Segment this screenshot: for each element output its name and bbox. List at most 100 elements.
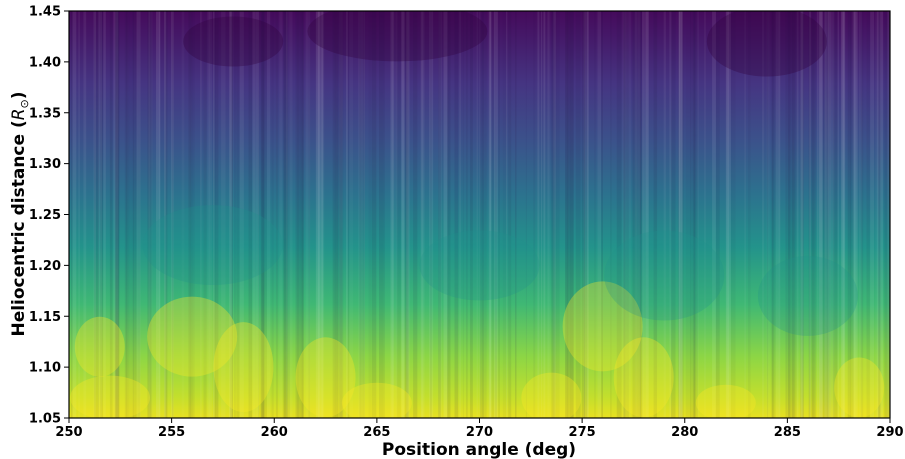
bright-patch: [834, 357, 885, 418]
y-tick-label: 1.30: [29, 157, 61, 172]
streak: [258, 11, 260, 418]
streak: [466, 11, 468, 418]
bright-patch: [562, 281, 643, 372]
streak: [850, 11, 854, 418]
streak: [583, 11, 588, 418]
streak: [448, 11, 451, 418]
streak: [233, 11, 236, 418]
streak: [778, 11, 781, 418]
streak: [213, 11, 216, 418]
streak: [317, 11, 320, 418]
streak: [853, 11, 856, 418]
streak: [232, 11, 234, 418]
streak: [823, 11, 827, 418]
streak: [640, 11, 642, 418]
x-tick-label: 270: [466, 425, 493, 440]
streak: [347, 11, 349, 418]
streak: [429, 11, 434, 418]
streak: [390, 11, 394, 418]
bright-patch: [213, 322, 274, 413]
streak: [236, 11, 240, 418]
streak: [379, 11, 384, 418]
streak: [819, 11, 824, 418]
streak: [623, 11, 626, 418]
streak: [301, 11, 304, 418]
streak: [438, 11, 443, 418]
x-tick-label: 275: [569, 425, 596, 440]
streak: [645, 11, 649, 418]
streak: [498, 11, 500, 418]
streak: [321, 11, 325, 418]
streak: [551, 11, 555, 418]
streak: [402, 11, 404, 418]
bright-patch: [695, 384, 756, 418]
streak: [744, 11, 746, 418]
streak: [505, 11, 508, 418]
streak: [587, 11, 589, 418]
heatmap-texture: [70, 11, 890, 418]
streak: [808, 11, 811, 418]
streak: [597, 11, 602, 418]
streak: [493, 11, 498, 418]
streak: [811, 11, 816, 418]
streak: [406, 11, 410, 418]
streak: [494, 11, 498, 418]
streak: [263, 11, 267, 418]
streak: [137, 11, 141, 418]
streak: [669, 11, 672, 418]
streak: [678, 11, 683, 418]
streak: [697, 11, 699, 418]
bright-patch: [341, 382, 412, 418]
streak: [796, 11, 799, 418]
streak: [459, 11, 461, 418]
streak: [877, 11, 879, 418]
streak: [171, 11, 174, 418]
streak: [164, 11, 168, 418]
dark-patch: [307, 11, 488, 62]
y-tick-label: 1.05: [29, 412, 61, 427]
streak: [188, 11, 192, 418]
streak: [514, 11, 517, 418]
streak: [771, 11, 774, 418]
streak: [727, 11, 731, 418]
x-tick-label: 285: [774, 425, 801, 440]
streak: [693, 11, 696, 418]
streak: [809, 11, 811, 418]
dark-patch: [183, 16, 284, 67]
dark-patch: [706, 11, 827, 77]
streak: [800, 11, 802, 418]
streak: [569, 11, 574, 418]
streak: [98, 11, 103, 418]
streak: [575, 11, 581, 418]
streak: [801, 11, 803, 418]
mid-patch: [757, 255, 858, 336]
streak: [395, 11, 398, 418]
streak: [801, 11, 804, 418]
streak: [790, 11, 796, 418]
streak: [83, 11, 87, 418]
streak: [262, 11, 265, 418]
streak: [229, 11, 232, 418]
y-tick-label: 1.20: [29, 259, 61, 274]
streak: [279, 11, 282, 418]
streak: [271, 11, 274, 418]
streak: [115, 11, 120, 418]
streak: [858, 11, 863, 418]
streak: [358, 11, 364, 418]
streak: [300, 11, 304, 418]
y-tick-label: 1.35: [29, 106, 61, 121]
x-tick-label: 260: [261, 425, 288, 440]
streak: [610, 11, 612, 418]
streak: [393, 11, 395, 418]
streak: [230, 11, 233, 418]
streak: [463, 11, 464, 418]
streak: [282, 11, 288, 418]
streak: [678, 11, 682, 418]
x-tick-label: 255: [158, 425, 185, 440]
streak: [556, 11, 560, 418]
streak: [93, 11, 97, 418]
streak: [136, 11, 141, 418]
streak: [525, 11, 528, 418]
streak: [681, 11, 683, 418]
streak: [191, 11, 195, 418]
